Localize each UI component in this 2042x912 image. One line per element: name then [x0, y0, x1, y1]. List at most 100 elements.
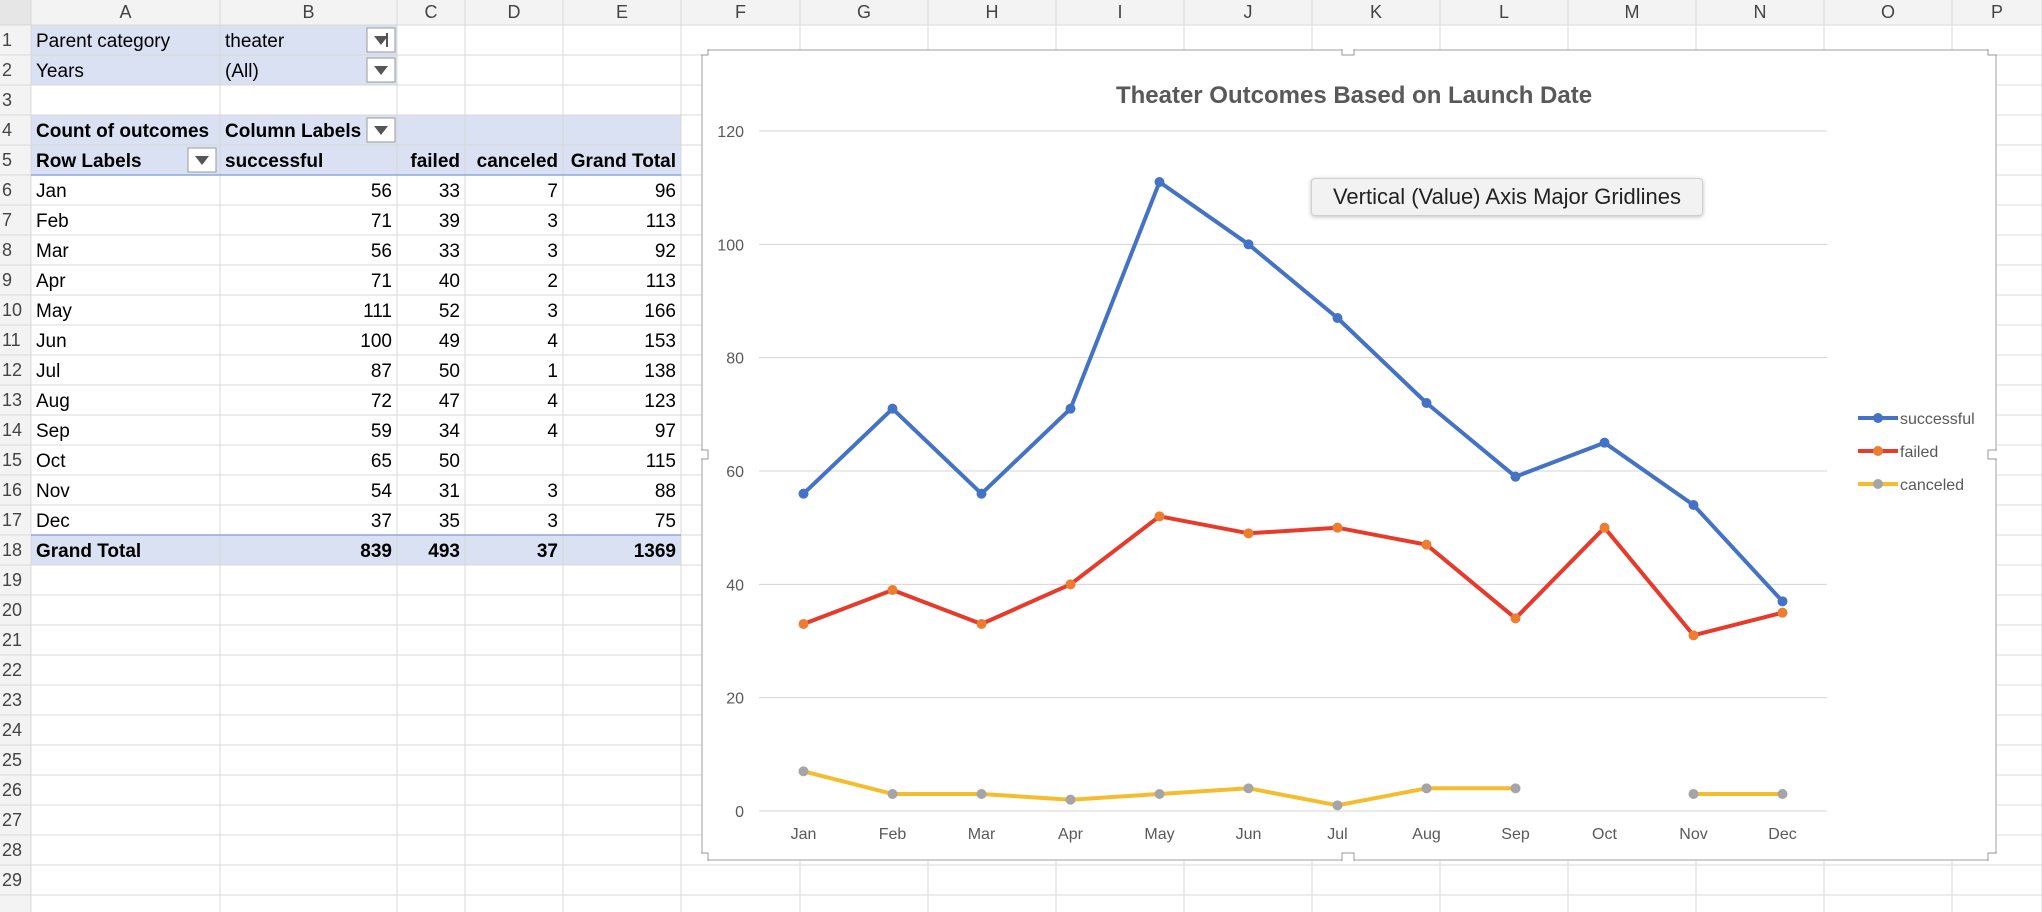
pivot-cell-successful[interactable]: 87	[371, 361, 392, 382]
column-header-f[interactable]: F	[735, 2, 746, 22]
filter-value[interactable]: theater	[225, 31, 285, 52]
data-point-canceled[interactable]	[1065, 794, 1076, 805]
data-point-failed[interactable]	[976, 619, 987, 629]
resize-handle[interactable]	[1987, 449, 1997, 460]
pivot-cell-canceled[interactable]: 3	[547, 511, 558, 532]
series-line-failed[interactable]	[801, 514, 1785, 638]
pivot-row-label[interactable]: May	[36, 301, 72, 322]
row-header-25[interactable]: 25	[2, 750, 22, 770]
pivot-cell-successful[interactable]: 111	[363, 301, 392, 322]
pivot-header-failed[interactable]: failed	[410, 151, 460, 172]
pivot-cell-successful[interactable]: 65	[371, 451, 392, 472]
column-header-g[interactable]: G	[857, 2, 871, 22]
pivot-cell-canceled[interactable]: 4	[547, 391, 558, 412]
resize-handle[interactable]	[1987, 852, 1997, 861]
pivot-cell-canceled[interactable]: 7	[547, 181, 558, 202]
data-point-successful[interactable]	[1510, 471, 1521, 482]
filter-label[interactable]: Years	[36, 61, 84, 82]
data-point-failed[interactable]	[1599, 522, 1610, 533]
data-point-failed[interactable]	[1065, 579, 1076, 590]
data-point-canceled[interactable]	[1510, 783, 1521, 794]
pivot-cell-canceled[interactable]: 2	[547, 271, 558, 292]
pivot-row-label[interactable]: Feb	[36, 211, 69, 232]
pivot-row-label[interactable]: Aug	[36, 391, 70, 412]
row-header-22[interactable]: 22	[2, 660, 22, 680]
row-header-28[interactable]: 28	[2, 840, 22, 860]
pivot-cell-total[interactable]: 115	[646, 451, 676, 472]
pivot-cell-successful[interactable]: 56	[371, 181, 392, 202]
row-header-24[interactable]: 24	[2, 720, 22, 740]
pivot-cell-total[interactable]: 166	[644, 301, 676, 322]
data-point-canceled[interactable]	[976, 789, 987, 799]
data-point-successful[interactable]	[1332, 313, 1343, 323]
resize-handle[interactable]	[1341, 852, 1355, 861]
dropdown-arrow-icon[interactable]	[366, 57, 396, 83]
dropdown-button[interactable]	[366, 57, 396, 83]
pivot-cell-failed[interactable]: 39	[439, 211, 460, 232]
pivot-cell-successful[interactable]: 100	[360, 331, 392, 352]
series-successful[interactable]	[798, 177, 1788, 607]
pivot-row-label[interactable]: Mar	[36, 241, 69, 262]
data-point-successful[interactable]	[976, 488, 987, 499]
column-header-p[interactable]: P	[1991, 2, 2003, 22]
pivot-cell-total[interactable]: 75	[655, 511, 676, 532]
column-header-i[interactable]: I	[1117, 2, 1122, 22]
data-point-failed[interactable]	[1510, 613, 1521, 624]
pivot-cell-canceled[interactable]: 4	[547, 421, 558, 442]
pivot-cell-total[interactable]: 138	[644, 361, 676, 382]
row-header-6[interactable]: 6	[2, 180, 12, 200]
row-header-7[interactable]: 7	[2, 210, 12, 230]
resize-handle[interactable]	[1341, 49, 1355, 56]
row-header-16[interactable]: 16	[2, 480, 22, 500]
pivot-cell-failed[interactable]: 47	[439, 391, 460, 412]
resize-handle[interactable]	[701, 49, 709, 56]
pivot-cell-failed[interactable]: 52	[439, 301, 460, 322]
row-header-10[interactable]: 10	[2, 300, 22, 320]
row-header-14[interactable]: 14	[2, 420, 22, 440]
data-point-failed[interactable]	[1421, 539, 1432, 550]
row-header-5[interactable]: 5	[2, 150, 12, 170]
pivot-cell-canceled[interactable]: 3	[547, 241, 558, 262]
row-header-20[interactable]: 20	[2, 600, 22, 620]
pivot-cell-total[interactable]: 92	[655, 241, 676, 262]
data-point-failed[interactable]	[798, 619, 809, 629]
row-header-1[interactable]: 1	[2, 30, 12, 50]
pivot-cell-canceled[interactable]: 1	[547, 361, 558, 382]
row-header-3[interactable]: 3	[2, 90, 12, 110]
pivot-row-label[interactable]: Dec	[36, 511, 70, 532]
data-point-canceled[interactable]	[1154, 789, 1165, 799]
data-point-successful[interactable]	[1599, 437, 1610, 448]
pivot-row-label[interactable]: Apr	[36, 271, 66, 292]
column-header-e[interactable]: E	[616, 2, 628, 22]
pivot-cell-successful[interactable]: 71	[371, 271, 392, 292]
data-point-failed[interactable]	[1154, 511, 1165, 522]
pivot-grand-total-label[interactable]: Grand Total	[36, 541, 141, 562]
data-point-successful[interactable]	[1421, 398, 1432, 408]
pivot-cell-total[interactable]: 123	[644, 391, 676, 412]
column-labels-filter-icon[interactable]	[366, 117, 396, 143]
column-header-o[interactable]: O	[1881, 2, 1895, 22]
data-point-canceled[interactable]	[887, 789, 898, 799]
row-header-8[interactable]: 8	[2, 240, 12, 260]
pivot-cell-failed[interactable]: 49	[439, 331, 460, 352]
series-failed[interactable]	[798, 511, 1788, 641]
row-header-26[interactable]: 26	[2, 780, 22, 800]
pivot-cell-failed[interactable]: 40	[439, 271, 460, 292]
pivot-grand-total-failed[interactable]: 493	[428, 541, 460, 562]
filter-label[interactable]: Parent category	[36, 31, 171, 52]
row-header-15[interactable]: 15	[2, 450, 22, 470]
data-point-failed[interactable]	[1332, 522, 1343, 533]
pivot-grand-total-canceled[interactable]: 37	[537, 541, 558, 562]
resize-handle[interactable]	[701, 852, 709, 861]
resize-handle[interactable]	[701, 449, 709, 460]
data-point-canceled[interactable]	[1688, 789, 1699, 799]
series-canceled[interactable]	[798, 766, 1788, 811]
pivot-header-grand-total[interactable]: Grand Total	[571, 151, 676, 172]
legend-item-canceled[interactable]: canceled	[1858, 477, 1964, 494]
line-chart[interactable]: Theater Outcomes Based on Launch Date 0 20…	[701, 49, 1997, 861]
data-point-canceled[interactable]	[1777, 789, 1788, 799]
row-header-29[interactable]: 29	[2, 870, 22, 890]
pivot-cell-failed[interactable]: 31	[439, 481, 460, 502]
filter-value[interactable]: (All)	[225, 61, 259, 82]
legend-item-successful[interactable]: successful	[1858, 411, 1975, 428]
